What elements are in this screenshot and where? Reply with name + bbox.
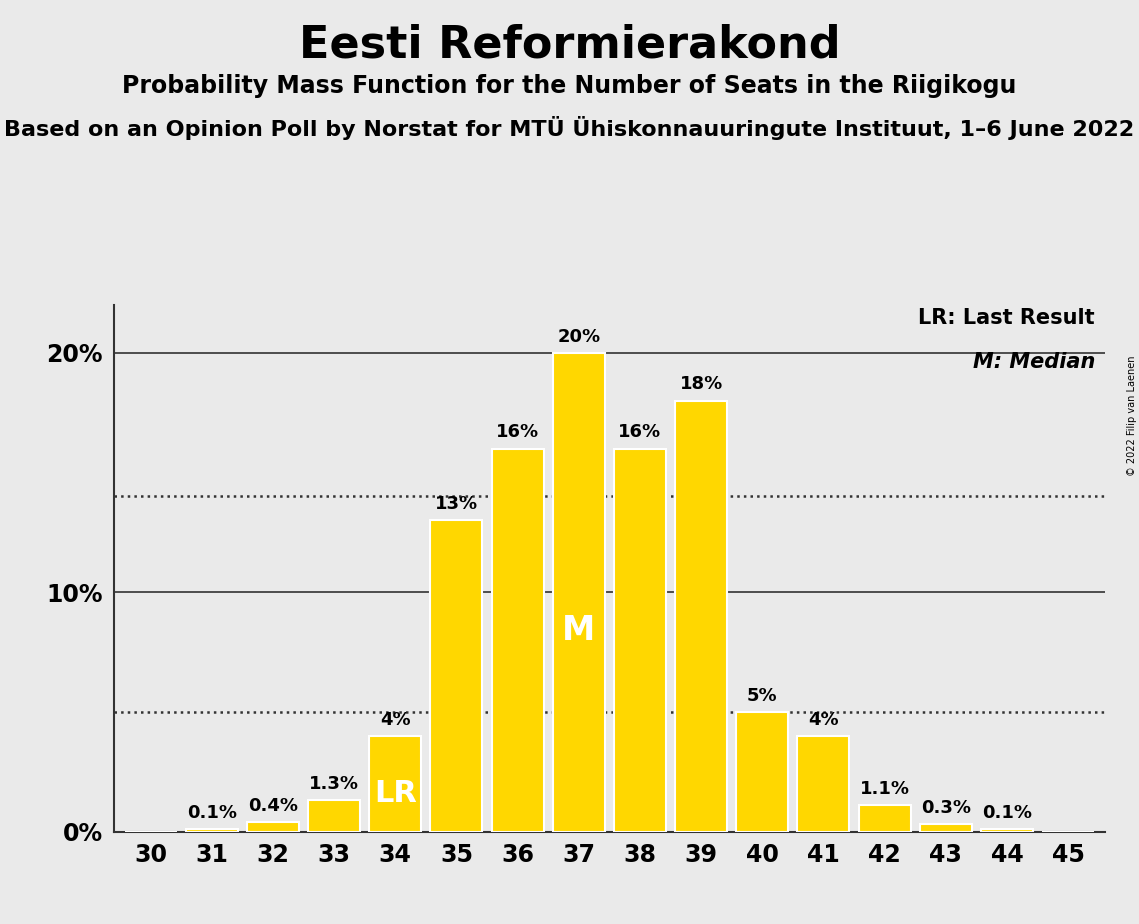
Bar <box>981 829 1033 832</box>
Text: 16%: 16% <box>497 423 539 442</box>
Bar <box>859 805 910 832</box>
Bar <box>369 736 421 832</box>
Bar <box>552 353 605 832</box>
Text: 20%: 20% <box>557 328 600 346</box>
Text: 0.4%: 0.4% <box>248 796 298 815</box>
Text: 1.3%: 1.3% <box>309 775 359 794</box>
Text: 18%: 18% <box>680 375 723 394</box>
Bar <box>309 800 360 832</box>
Text: 5%: 5% <box>747 687 778 705</box>
Bar <box>797 736 850 832</box>
Text: 13%: 13% <box>435 495 478 513</box>
Text: Probability Mass Function for the Number of Seats in the Riigikogu: Probability Mass Function for the Number… <box>122 74 1017 98</box>
Text: 16%: 16% <box>618 423 662 442</box>
Bar <box>247 822 298 832</box>
Bar <box>431 520 483 832</box>
Text: Based on an Opinion Poll by Norstat for MTÜ Ühiskonnauuringute Instituut, 1–6 Ju: Based on an Opinion Poll by Norstat for … <box>5 116 1134 140</box>
Text: 4%: 4% <box>809 711 838 729</box>
Text: 0.1%: 0.1% <box>187 804 237 822</box>
Text: 0.1%: 0.1% <box>982 804 1032 822</box>
Bar <box>675 401 727 832</box>
Bar <box>920 824 972 832</box>
Text: M: Median: M: Median <box>973 352 1095 372</box>
Text: 4%: 4% <box>380 711 410 729</box>
Text: 1.1%: 1.1% <box>860 780 910 798</box>
Text: M: M <box>563 614 596 647</box>
Text: © 2022 Filip van Laenen: © 2022 Filip van Laenen <box>1126 356 1137 476</box>
Bar <box>614 448 666 832</box>
Text: LR: Last Result: LR: Last Result <box>918 308 1095 327</box>
Bar <box>186 829 238 832</box>
Text: 0.3%: 0.3% <box>920 799 970 817</box>
Bar <box>736 711 788 832</box>
Text: LR: LR <box>374 779 417 808</box>
Bar <box>492 448 543 832</box>
Text: Eesti Reformierakond: Eesti Reformierakond <box>298 23 841 67</box>
